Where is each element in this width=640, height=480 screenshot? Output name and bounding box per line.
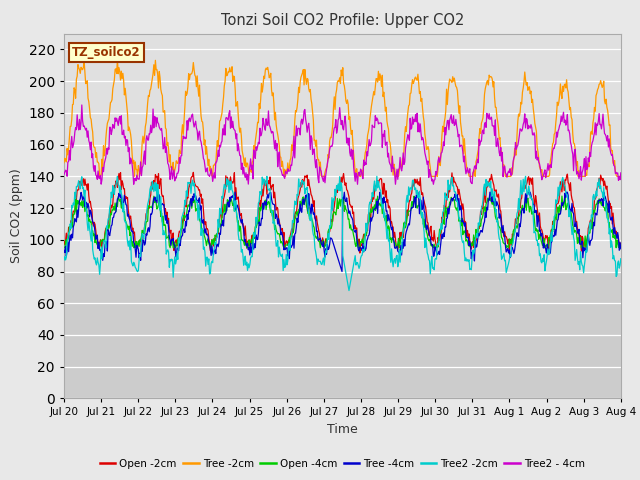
Text: TZ_soilco2: TZ_soilco2 [72, 47, 141, 60]
X-axis label: Time: Time [327, 423, 358, 436]
Y-axis label: Soil CO2 (ppm): Soil CO2 (ppm) [10, 168, 23, 264]
Bar [64, 34, 621, 272]
Legend: Open -2cm, Tree -2cm, Open -4cm, Tree -4cm, Tree2 -2cm, Tree2 - 4cm: Open -2cm, Tree -2cm, Open -4cm, Tree -4… [95, 455, 589, 473]
Bar [64, 272, 621, 398]
Title: Tonzi Soil CO2 Profile: Upper CO2: Tonzi Soil CO2 Profile: Upper CO2 [221, 13, 464, 28]
